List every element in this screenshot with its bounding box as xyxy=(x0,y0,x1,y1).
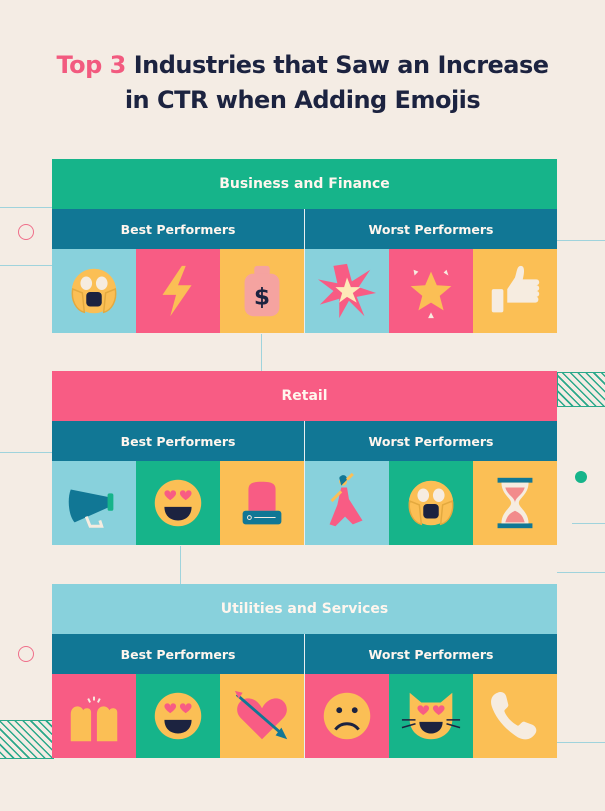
decor-line xyxy=(0,265,52,266)
telephone-icon xyxy=(491,691,537,740)
emoji-cell xyxy=(136,249,220,333)
face-screaming-icon xyxy=(71,268,117,314)
heart-arrow-icon xyxy=(234,690,288,740)
decor-line xyxy=(0,207,52,208)
thumbs-up-icon xyxy=(491,265,540,313)
emoji-cell xyxy=(389,249,473,333)
decor-dot xyxy=(575,471,587,483)
hourglass-icon xyxy=(497,477,533,529)
emoji-cell xyxy=(473,674,557,758)
title-line1: Industries that Saw an Increase xyxy=(125,51,549,79)
decor-hatch xyxy=(557,372,605,407)
decor-line xyxy=(572,523,605,524)
emoji-cell: $ xyxy=(220,249,304,333)
best-performers-label: Best Performers xyxy=(120,221,236,237)
best-performers-label: Best Performers xyxy=(120,433,236,449)
best-performers-label: Best Performers xyxy=(120,646,236,662)
emoji-cell xyxy=(389,674,473,758)
police-light-icon xyxy=(242,481,282,525)
emoji-cell xyxy=(304,249,389,333)
emoji-cell xyxy=(220,461,304,545)
megaphone-icon xyxy=(68,489,114,528)
emoji-cell xyxy=(304,674,389,758)
emoji-row: $ xyxy=(52,249,557,333)
performers-header: Best Performers Worst Performers xyxy=(52,634,557,674)
emoji-row xyxy=(52,461,557,545)
industry-section: Business and Finance Best Performers Wors… xyxy=(52,159,557,333)
decor-hatch xyxy=(0,720,54,759)
title-line2: in CTR when Adding Emojis xyxy=(124,86,481,114)
face-screaming-icon xyxy=(408,480,454,526)
frowning-face-icon xyxy=(323,692,371,740)
money-bag-icon: $ xyxy=(244,265,280,317)
svg-text:$: $ xyxy=(254,284,270,311)
decor-line xyxy=(557,572,605,573)
emoji-cell xyxy=(136,461,220,545)
heart-eyes-face-icon xyxy=(154,479,202,527)
emoji-cell xyxy=(52,461,136,545)
section-title: Utilities and Services xyxy=(52,584,557,634)
emoji-cell xyxy=(304,461,389,545)
decor-line xyxy=(180,546,181,584)
dancer-icon xyxy=(329,472,363,527)
decor-circle xyxy=(18,224,34,240)
emoji-cell xyxy=(220,674,304,758)
lightning-icon xyxy=(162,265,192,317)
worst-performers-label: Worst Performers xyxy=(304,634,557,674)
performers-header: Best Performers Worst Performers xyxy=(52,209,557,249)
decor-line xyxy=(0,452,52,453)
decor-circle xyxy=(18,646,34,662)
emoji-cell xyxy=(473,461,557,545)
worst-performers-label: Worst Performers xyxy=(304,421,557,461)
heart-eyes-cat-icon xyxy=(401,692,461,740)
title-highlight: Top 3 xyxy=(56,51,126,79)
emoji-cell xyxy=(136,674,220,758)
decor-line xyxy=(261,334,262,371)
section-title: Business and Finance xyxy=(52,159,557,209)
decor-line xyxy=(557,240,605,241)
emoji-cell xyxy=(473,249,557,333)
collision-icon xyxy=(317,263,377,319)
raised-hands-icon xyxy=(70,696,118,742)
heart-eyes-face-icon xyxy=(154,692,202,740)
emoji-cell xyxy=(52,674,136,758)
emoji-row xyxy=(52,674,557,758)
glowing-star-icon xyxy=(410,269,452,319)
performers-header: Best Performers Worst Performers xyxy=(52,421,557,461)
industry-section: Retail Best Performers Worst Performers xyxy=(52,371,557,545)
emoji-cell xyxy=(389,461,473,545)
emoji-cell xyxy=(52,249,136,333)
page-title: Top 3 Industries that Saw an Increase in… xyxy=(0,48,605,118)
worst-performers-label: Worst Performers xyxy=(304,209,557,249)
decor-line xyxy=(557,742,605,743)
industry-section: Utilities and Services Best Performers Wo… xyxy=(52,584,557,758)
section-title: Retail xyxy=(52,371,557,421)
